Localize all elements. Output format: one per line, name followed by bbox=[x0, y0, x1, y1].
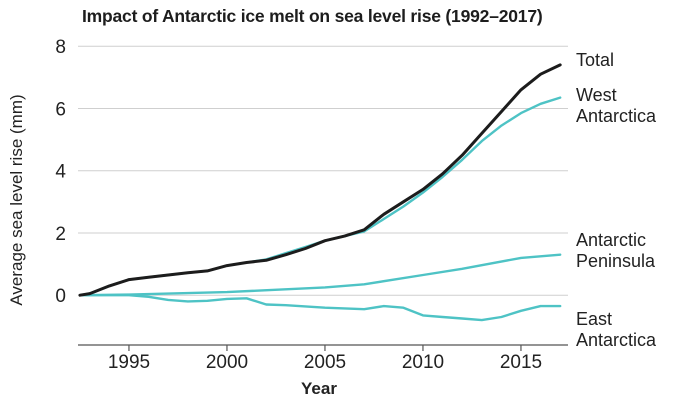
series-label-total: Total bbox=[576, 50, 614, 70]
series-label-east-antarctica: Antarctica bbox=[576, 330, 657, 350]
x-tick-label: 2015 bbox=[500, 352, 542, 373]
series-line-total bbox=[78, 63, 562, 297]
x-axis-title: Year bbox=[301, 379, 337, 398]
series-line-east-antarctica bbox=[78, 294, 562, 322]
x-tick-label: 2000 bbox=[206, 352, 248, 373]
y-tick-label: 4 bbox=[55, 162, 66, 183]
series-label-west-antarctica: West bbox=[576, 85, 617, 105]
y-tick-label: 8 bbox=[55, 37, 66, 58]
series-label-antarctic-peninsula: Peninsula bbox=[576, 251, 656, 271]
gridlines bbox=[78, 45, 568, 296]
y-tick-label: 0 bbox=[55, 286, 66, 307]
series-line-antarctic-peninsula bbox=[78, 253, 562, 297]
y-axis-title: Average sea level rise (mm) bbox=[7, 94, 26, 305]
series-labels: TotalWestAntarcticaAntarcticPeninsulaEas… bbox=[576, 50, 657, 350]
x-tick-label: 2010 bbox=[402, 352, 444, 373]
x-tick-label: 1995 bbox=[108, 352, 150, 373]
chart-title: Impact of Antarctic ice melt on sea leve… bbox=[82, 6, 543, 26]
x-tick-label: 2005 bbox=[304, 352, 346, 373]
axes: 0 2 4 6 8 1995 2000 2005 2010 2015 bbox=[55, 37, 568, 373]
series-label-west-antarctica: Antarctica bbox=[576, 106, 657, 126]
series-label-antarctic-peninsula: Antarctic bbox=[576, 230, 646, 250]
y-tick-label: 6 bbox=[55, 99, 66, 120]
series-lines bbox=[78, 63, 562, 322]
y-tick-label: 2 bbox=[55, 224, 66, 245]
series-label-east-antarctica: East bbox=[576, 309, 612, 329]
